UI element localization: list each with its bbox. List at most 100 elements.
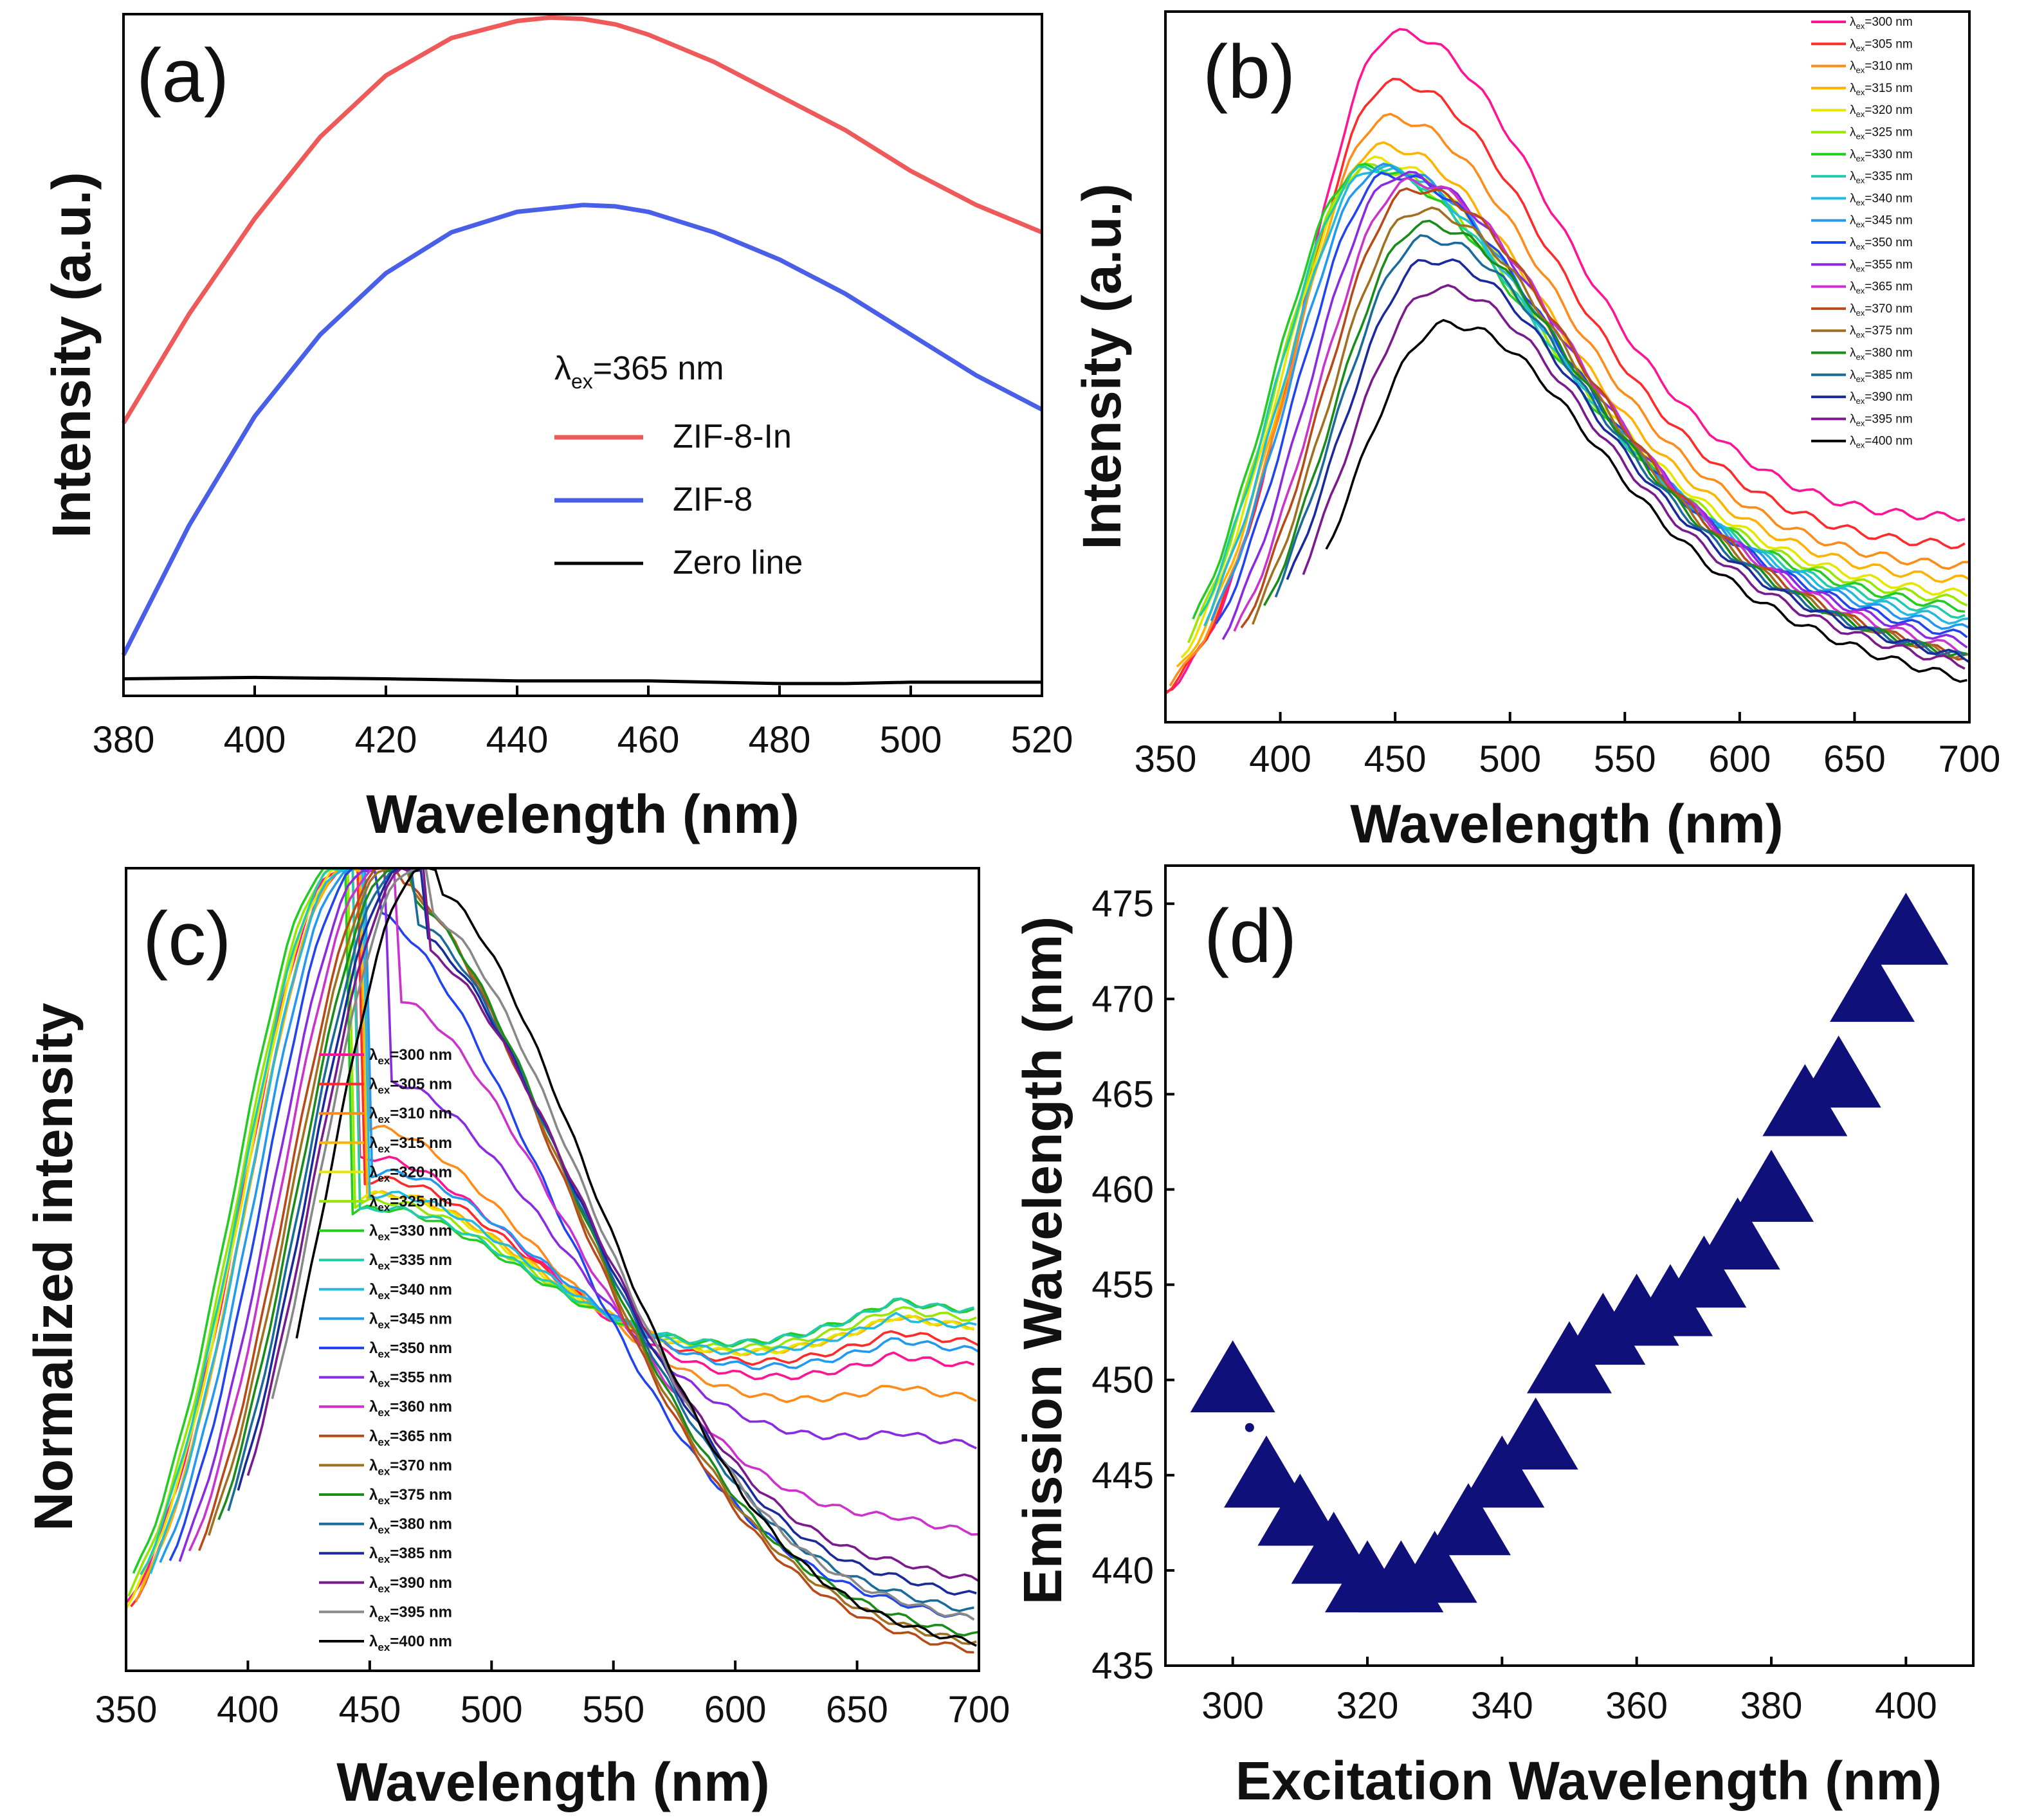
panel-c-legend-label: λex=300 nm (369, 1046, 452, 1067)
panel-c-series-6 (132, 868, 975, 1574)
panel-a: 380 400 420 440 460 480 500 520 (a) Wavelength … (41, 13, 1073, 844)
panel-c-legend-label: λex=340 nm (369, 1281, 452, 1302)
panel-c-series-5 (127, 868, 977, 1597)
panel-b-legend-label: λex=395 nm (1850, 412, 1913, 428)
panel-a-x-tick-label: 460 (617, 719, 680, 761)
panel-b-x-ticks: 350 400 450 500 550 600 650 700 (1135, 712, 2001, 780)
panel-d-point (1863, 893, 1949, 965)
panel-a-x-tick-label: 440 (486, 719, 549, 761)
panel-c-legend-label: λex=355 nm (369, 1369, 452, 1390)
panel-a-series-2 (123, 675, 1042, 686)
panel-b-x-tick-label: 350 (1135, 738, 1197, 780)
panel-c-series-8 (149, 868, 977, 1574)
panel-c-legend-label: λex=330 nm (369, 1223, 452, 1243)
panel-c-legend-label: λex=365 nm (369, 1428, 452, 1448)
panel-c-legend-label: λex=315 nm (369, 1134, 452, 1155)
panel-c-series-14 (208, 868, 977, 1645)
panel-a-series-0 (122, 15, 1043, 424)
panel-b-legend-label: λex=345 nm (1850, 214, 1913, 230)
panel-a-curves (121, 15, 1043, 686)
panel-b-frame (1164, 10, 1971, 723)
panel-a-x-tick-label: 520 (1011, 719, 1073, 761)
panel-c-legend: λex=300 nm λex=305 nm λex=310 nm λex=315 nm… (319, 1046, 452, 1653)
panel-a-x-tick-label: 380 (93, 719, 155, 761)
panel-d-frame (1164, 864, 1975, 1667)
panel-c-legend-label: λex=320 nm (369, 1163, 452, 1184)
panel-d-ticks: 300 320 340 360 380 400 435 440 445 450 455 460 465 4… (1091, 883, 1937, 1727)
panel-c-series-4 (126, 868, 974, 1610)
panel-c-series-19 (271, 868, 975, 1621)
panel-b-legend-label: λex=385 nm (1850, 369, 1913, 384)
panel-b-legend-label: λex=315 nm (1850, 82, 1913, 97)
panel-c-series-16 (227, 868, 974, 1612)
panel-d-point (1459, 1435, 1545, 1508)
panel-d-y-tick-label: 475 (1091, 883, 1154, 925)
panel-b-series-17 (1286, 258, 1969, 664)
panel-d-point (1426, 1483, 1511, 1556)
panel-b-x-tick-label: 600 (1708, 738, 1771, 780)
panel-d-y-tick-label: 450 (1091, 1360, 1154, 1401)
panel-b-legend-label: λex=380 nm (1850, 347, 1913, 362)
panel-a-legend-label: Zero line (673, 544, 803, 581)
panel-a-legend: λex=365 nm ZIF-8-In ZIF-8 Zero line (554, 350, 803, 581)
panel-c-legend-label: λex=310 nm (369, 1105, 452, 1125)
panel-c-xlabel: Wavelength (nm) (336, 1752, 770, 1812)
panel-d-label: (d) (1204, 894, 1297, 979)
panel-c-legend-label: λex=400 nm (369, 1633, 452, 1653)
panel-c-label: (c) (143, 896, 232, 981)
panel-c-x-tick-label: 550 (582, 1689, 644, 1731)
panel-b-curves (1165, 28, 1969, 695)
panel-d-point (1695, 1197, 1780, 1269)
panel-d-y-tick-label: 460 (1091, 1169, 1154, 1211)
panel-d-y-tick-label: 435 (1091, 1645, 1154, 1687)
panel-d-y-tick-label: 445 (1091, 1455, 1154, 1497)
panel-b-series-18 (1302, 284, 1966, 670)
panel-c-series-10 (169, 868, 975, 1621)
panel-b-series-2 (1169, 113, 1969, 687)
panel-c-legend-label: λex=375 nm (369, 1486, 452, 1507)
panel-d-ylabel: Emission Wavelength (nm) (1012, 916, 1073, 1605)
panel-c-legend-label: λex=350 nm (369, 1340, 452, 1360)
panel-d-point (1796, 1035, 1881, 1108)
panel-c-x-tick-label: 500 (461, 1689, 523, 1731)
panel-d-y-tick-label: 470 (1091, 978, 1154, 1020)
panel-b-x-tick-label: 450 (1364, 738, 1427, 780)
panel-d-x-tick-label: 400 (1875, 1685, 1937, 1727)
panel-b-x-tick-label: 650 (1823, 738, 1886, 780)
panel-c-series-11 (178, 868, 977, 1562)
panel-a-legend-title: λex=365 nm (554, 350, 724, 393)
panel-c-legend-label: λex=385 nm (369, 1545, 452, 1565)
panel-d: 300 320 340 360 380 400 435 440 445 450 455 460 465 4… (1012, 864, 1975, 1811)
panel-a-series-1 (121, 203, 1043, 656)
panel-a-frame (122, 13, 1043, 697)
panel-d-point (1560, 1293, 1646, 1365)
panel-b-series-14 (1252, 206, 1969, 659)
panel-c-curves (126, 868, 979, 1654)
panel-c-x-tick-label: 400 (217, 1689, 279, 1731)
panel-c-legend-label: λex=370 nm (369, 1457, 452, 1477)
panel-d-point (1493, 1397, 1578, 1470)
panel-b-legend-label: λex=390 nm (1850, 390, 1913, 406)
panel-d-x-tick-label: 320 (1337, 1685, 1399, 1727)
panel-a-x-tick-label: 400 (224, 719, 286, 761)
panel-a-x-ticks: 380 400 420 440 460 480 500 520 (93, 686, 1073, 761)
panel-d-y-tick-label: 465 (1091, 1073, 1154, 1115)
panel-c: 350 400 450 500 550 600 650 700 (c) Wavelength … (23, 867, 1010, 1812)
panel-d-stray-dot (1245, 1423, 1254, 1432)
panel-c-frame (125, 867, 980, 1672)
panel-b-legend-label: λex=350 nm (1850, 236, 1913, 251)
panel-c-legend-label: λex=380 nm (369, 1516, 452, 1536)
panel-b-legend-label: λex=335 nm (1850, 170, 1913, 185)
panel-b-label: (b) (1203, 30, 1295, 114)
panel-b-series-19 (1325, 319, 1967, 683)
panel-c-legend-label: λex=395 nm (369, 1603, 452, 1624)
panel-c-series-18 (246, 868, 979, 1583)
panel-b-x-tick-label: 700 (1939, 738, 2001, 780)
panel-b-series-15 (1263, 219, 1967, 658)
panel-d-xlabel: Excitation Wavelength (nm) (1236, 1751, 1942, 1811)
panel-b-legend-label: λex=340 nm (1850, 192, 1913, 207)
panel-b-series-5 (1187, 163, 1968, 644)
panel-c-x-tick-label: 650 (826, 1689, 888, 1731)
panel-c-series-2 (134, 868, 977, 1603)
